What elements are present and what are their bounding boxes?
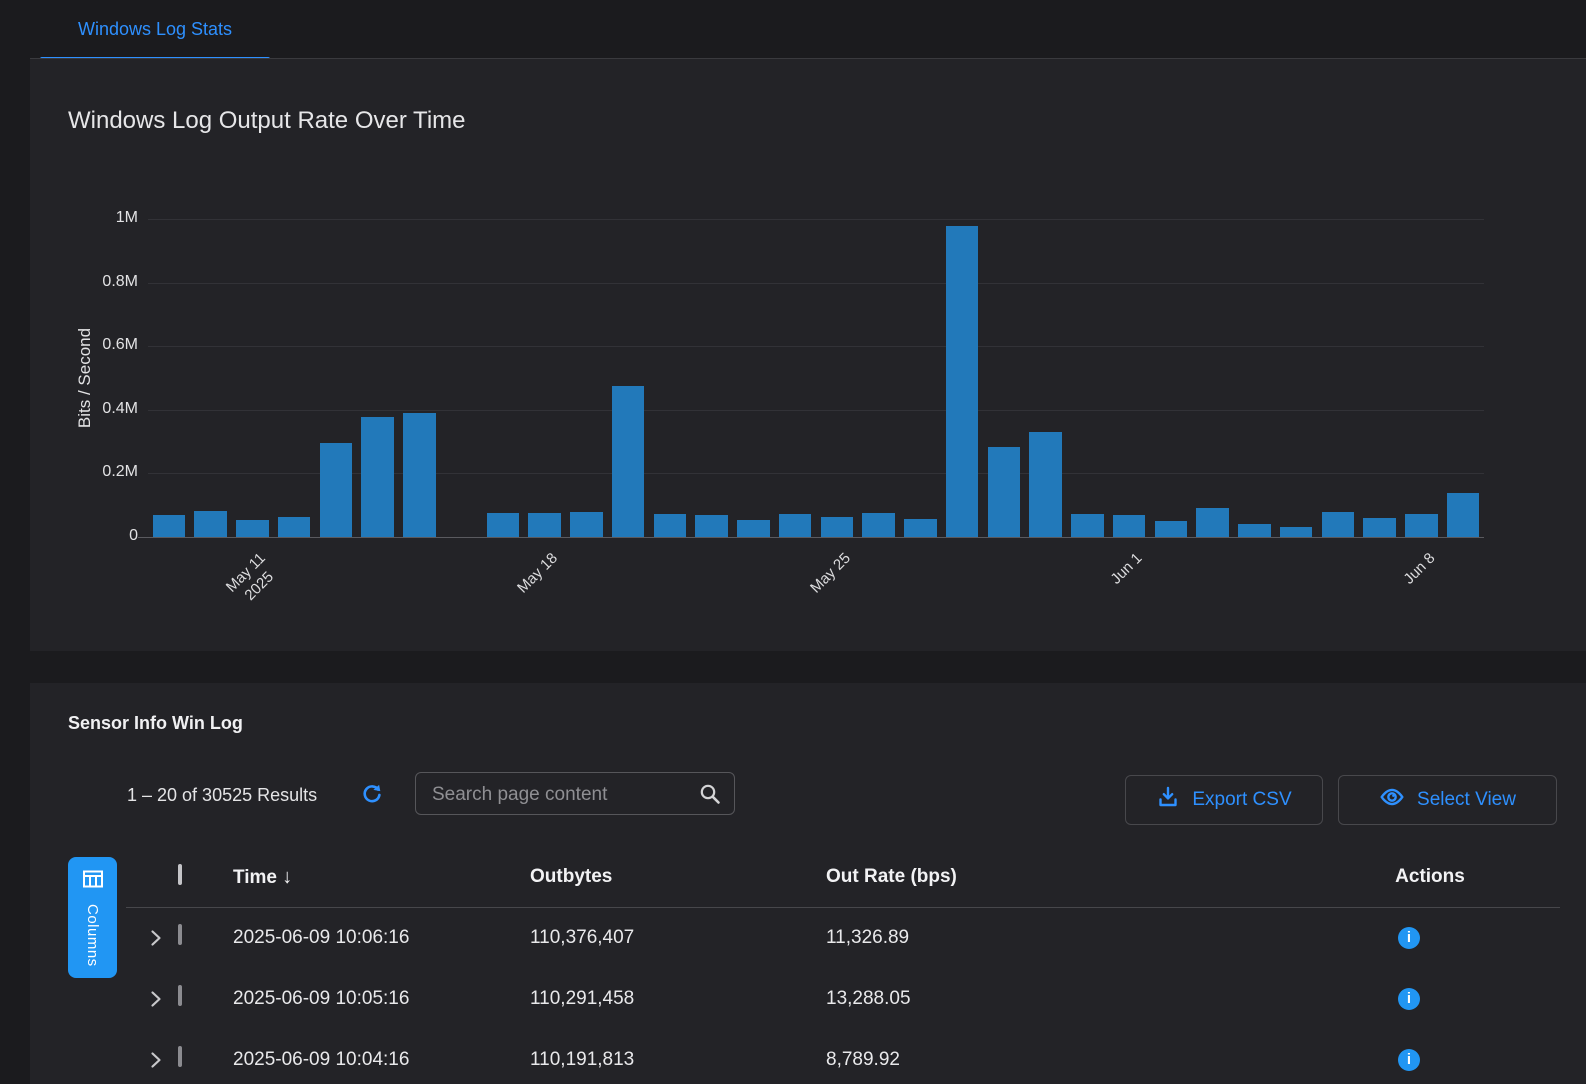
refresh-button[interactable] — [360, 783, 384, 807]
bar-may-30[interactable] — [1029, 432, 1062, 537]
bar-may-27[interactable] — [904, 519, 937, 537]
bar-may-23[interactable] — [737, 520, 770, 537]
bar-may-17[interactable] — [487, 513, 520, 537]
bar-may-19[interactable] — [570, 512, 603, 537]
search-box — [415, 772, 735, 815]
search-input[interactable] — [430, 774, 684, 815]
cell-time: 2025-06-09 10:06:16 — [233, 918, 409, 958]
cell-time: 2025-06-09 10:04:16 — [233, 1040, 409, 1080]
cell-time: 2025-06-09 10:05:16 — [233, 979, 409, 1019]
x-tick-label: May 18 — [514, 549, 562, 597]
select-view-label: Select View — [1417, 789, 1516, 811]
row-checkbox[interactable] — [178, 924, 182, 945]
plot-area: Bits / Second 00.2M0.4M0.6M0.8M1MMay 112… — [148, 219, 1484, 537]
bar-jun-6[interactable] — [1322, 512, 1355, 537]
bar-may-12[interactable] — [278, 517, 311, 537]
bar-may-9[interactable] — [153, 515, 186, 537]
sort-desc-icon: ↓ — [282, 866, 292, 888]
bar-jun-2[interactable] — [1155, 521, 1188, 537]
bar-may-10[interactable] — [194, 511, 227, 537]
chart-panel: Windows Log Output Rate Over Time Bits /… — [30, 58, 1586, 651]
column-header-outbytes[interactable]: Outbytes — [530, 855, 612, 899]
header-divider — [126, 907, 1560, 908]
cell-out-rate: 8,789.92 — [826, 1040, 900, 1080]
x-tick-label: May 25 — [806, 549, 854, 597]
chart-title: Windows Log Output Rate Over Time — [68, 107, 466, 135]
bar-may-14[interactable] — [361, 417, 394, 537]
gridline — [148, 219, 1484, 220]
bar-may-28[interactable] — [946, 226, 979, 537]
bar-jun-9[interactable] — [1447, 493, 1480, 537]
cell-out-rate: 13,288.05 — [826, 979, 911, 1019]
cell-outbytes: 110,191,813 — [530, 1040, 634, 1080]
tab-bar: Windows Log Stats — [0, 0, 1586, 58]
bar-may-22[interactable] — [695, 515, 728, 537]
bar-may-24[interactable] — [779, 514, 812, 537]
bar-may-13[interactable] — [320, 443, 353, 537]
column-header-actions: Actions — [1360, 855, 1500, 899]
table-heading: Sensor Info Win Log — [68, 713, 243, 734]
tab-windows-log-stats[interactable]: Windows Log Stats — [40, 0, 270, 58]
row-expand-chevron-icon[interactable] — [150, 929, 162, 952]
bar-may-21[interactable] — [654, 514, 687, 537]
bar-may-29[interactable] — [988, 447, 1021, 537]
y-tick-label: 0.2M — [84, 463, 138, 481]
table-row: 2025-06-09 10:06:16 110,376,407 11,326.8… — [30, 918, 1586, 958]
y-tick-label: 0 — [84, 527, 138, 545]
y-tick-label: 0.6M — [84, 336, 138, 354]
bar-jun-7[interactable] — [1363, 518, 1396, 537]
bar-may-11[interactable] — [236, 520, 269, 537]
cell-outbytes: 110,291,458 — [530, 979, 634, 1019]
column-header-time-label: Time — [233, 867, 277, 888]
bar-may-26[interactable] — [862, 513, 895, 537]
row-expand-chevron-icon[interactable] — [150, 1051, 162, 1074]
bar-may-18[interactable] — [528, 513, 561, 537]
row-checkbox[interactable] — [178, 985, 182, 1006]
cell-outbytes: 110,376,407 — [530, 918, 634, 958]
select-all-checkbox[interactable] — [178, 864, 182, 885]
row-expand-chevron-icon[interactable] — [150, 990, 162, 1013]
y-tick-label: 1M — [84, 209, 138, 227]
bar-may-15[interactable] — [403, 413, 436, 537]
gridline — [148, 283, 1484, 284]
export-csv-button[interactable]: Export CSV — [1125, 775, 1323, 825]
eye-icon — [1379, 784, 1405, 816]
gridline — [148, 346, 1484, 347]
row-info-icon[interactable]: i — [1398, 927, 1420, 949]
cell-out-rate: 11,326.89 — [826, 918, 909, 958]
column-header-out-rate[interactable]: Out Rate (bps) — [826, 855, 957, 899]
row-info-icon[interactable]: i — [1398, 1049, 1420, 1071]
row-checkbox[interactable] — [178, 1046, 182, 1067]
bar-jun-8[interactable] — [1405, 514, 1438, 537]
x-tick-label: May 112025 — [222, 549, 283, 610]
download-icon — [1156, 785, 1180, 815]
bar-jun-3[interactable] — [1196, 508, 1229, 537]
x-tick-label: Jun 1 — [1107, 549, 1146, 588]
bar-may-25[interactable] — [821, 517, 854, 537]
bar-may-20[interactable] — [612, 386, 645, 537]
y-tick-label: 0.4M — [84, 400, 138, 418]
table-panel: Sensor Info Win Log 1 – 20 of 30525 Resu… — [30, 683, 1586, 1084]
table-header-row: Time ↓ Outbytes Out Rate (bps) Actions — [30, 855, 1586, 899]
bar-jun-5[interactable] — [1280, 527, 1313, 537]
gridline — [148, 410, 1484, 411]
table-row: 2025-06-09 10:05:16 110,291,458 13,288.0… — [30, 979, 1586, 1019]
export-csv-label: Export CSV — [1192, 789, 1291, 811]
row-info-icon[interactable]: i — [1398, 988, 1420, 1010]
results-summary: 1 – 20 of 30525 Results — [127, 778, 317, 812]
search-icon[interactable] — [698, 782, 722, 811]
column-header-time[interactable]: Time ↓ — [233, 855, 292, 899]
bar-may-31[interactable] — [1071, 514, 1104, 537]
x-axis-line — [138, 537, 1484, 538]
x-tick-label: Jun 8 — [1399, 549, 1438, 588]
bar-jun-1[interactable] — [1113, 515, 1146, 537]
y-tick-label: 0.8M — [84, 273, 138, 291]
bar-jun-4[interactable] — [1238, 524, 1271, 537]
select-view-button[interactable]: Select View — [1338, 775, 1557, 825]
table-row: 2025-06-09 10:04:16 110,191,813 8,789.92… — [30, 1040, 1586, 1080]
refresh-icon — [360, 794, 384, 811]
